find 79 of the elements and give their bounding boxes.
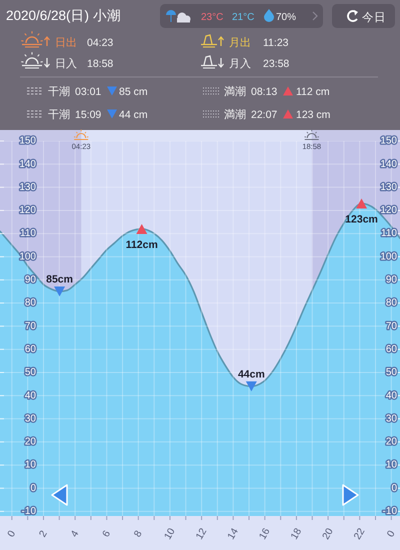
x-tick-label: 8 bbox=[132, 528, 145, 540]
text: 干潮 bbox=[48, 85, 70, 98]
y-tick-label: 30 bbox=[24, 413, 36, 424]
x-tick-label: 6 bbox=[100, 528, 114, 540]
x-tick-label: 10 bbox=[162, 526, 178, 542]
text: 日出 bbox=[55, 36, 77, 49]
y2-tick-label: 70 bbox=[386, 320, 398, 332]
y-tick-label: 150 bbox=[19, 136, 36, 147]
text: 満潮 bbox=[224, 108, 246, 121]
point bbox=[136, 224, 148, 234]
y2-tick-label: -10 bbox=[382, 506, 398, 518]
y-tick-label: 60 bbox=[24, 344, 36, 355]
x-tick-label: 14 bbox=[226, 526, 242, 542]
x-tick-label: 22 bbox=[352, 526, 368, 542]
text: 123 cm bbox=[296, 109, 331, 121]
text: 21°C bbox=[232, 12, 254, 23]
y-tick-label: -10 bbox=[22, 506, 36, 518]
y2-tick-label: 40 bbox=[386, 390, 398, 402]
x-tick-label: 2 bbox=[37, 528, 50, 540]
x-tick-label: 12 bbox=[194, 526, 210, 542]
x-tick-label: 4 bbox=[69, 528, 82, 540]
y2-tick-label: 10 bbox=[386, 460, 398, 471]
data-label: 44cm bbox=[238, 368, 265, 380]
y2-tick-label: 20 bbox=[386, 436, 398, 448]
text: 日入 bbox=[55, 57, 77, 70]
x-tick-label: 20 bbox=[320, 526, 336, 542]
data-label: 85cm bbox=[46, 273, 73, 286]
y2-tick-label: 130 bbox=[380, 182, 398, 193]
data-label: 123cm bbox=[345, 214, 378, 226]
y-tick-label: 50 bbox=[24, 367, 36, 378]
y2-tick-label: 30 bbox=[386, 413, 398, 424]
text: 85 cm bbox=[119, 86, 148, 98]
text: 03:01 bbox=[75, 86, 102, 98]
text: 2020/6/28(日) 小潮 bbox=[6, 8, 121, 23]
text: 15:09 bbox=[75, 109, 102, 121]
y-tick-label: 120 bbox=[19, 205, 36, 216]
text: 11:23 bbox=[263, 37, 289, 49]
text: 22:07 bbox=[251, 109, 278, 121]
y-tick-label: 40 bbox=[24, 390, 36, 402]
point bbox=[246, 381, 257, 392]
text: 18:58 bbox=[87, 58, 114, 70]
y-tick-label: 10 bbox=[24, 460, 36, 471]
y-tick-label: 140 bbox=[19, 158, 36, 170]
x-tick-label: 0 bbox=[6, 528, 18, 540]
y2-tick-label: 110 bbox=[381, 228, 398, 240]
text: 23:58 bbox=[263, 58, 290, 70]
y-tick-label: 0 bbox=[30, 482, 36, 494]
text: 70% bbox=[276, 12, 296, 23]
y2-tick-label: 120 bbox=[380, 205, 398, 216]
text: 干潮 bbox=[48, 108, 70, 121]
y2-tick-label: 50 bbox=[386, 367, 398, 378]
y2-tick-label: 90 bbox=[386, 274, 398, 286]
y-tick-label: 80 bbox=[24, 298, 36, 309]
y2-tick-label: 150 bbox=[380, 136, 398, 147]
y-tick-label: 70 bbox=[24, 320, 36, 332]
y2-tick-label: 80 bbox=[386, 298, 398, 309]
text: 04:23 bbox=[87, 37, 114, 49]
y-tick-label: 20 bbox=[24, 436, 36, 448]
x-tick-label: 0 bbox=[385, 528, 398, 540]
x-tick-label: 18 bbox=[289, 526, 304, 542]
y2-tick-label: 100 bbox=[380, 251, 398, 262]
data-label: 112cm bbox=[126, 238, 158, 251]
y2-tick-label: 140 bbox=[380, 158, 398, 170]
point bbox=[54, 286, 66, 296]
y-tick-label: 110 bbox=[20, 228, 36, 240]
text: 112 cm bbox=[296, 86, 330, 98]
text: 23°C bbox=[201, 12, 224, 23]
y2-tick-label: 0 bbox=[391, 482, 398, 494]
y-tick-label: 90 bbox=[24, 274, 36, 286]
text: 08:13 bbox=[251, 86, 278, 98]
text: 今日 bbox=[362, 11, 386, 24]
point bbox=[356, 198, 368, 208]
x-tick-label: 16 bbox=[257, 526, 273, 542]
text: 月入 bbox=[229, 57, 251, 70]
y-tick-label: 130 bbox=[19, 182, 36, 193]
text: 44 cm bbox=[119, 109, 148, 121]
text: 満潮 bbox=[224, 85, 246, 98]
y2-tick-label: 60 bbox=[386, 344, 398, 355]
text: 月出 bbox=[229, 36, 251, 49]
